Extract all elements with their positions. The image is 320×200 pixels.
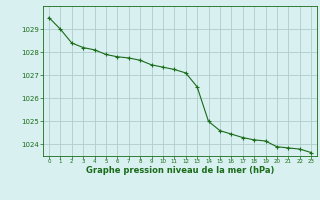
X-axis label: Graphe pression niveau de la mer (hPa): Graphe pression niveau de la mer (hPa) [86,166,274,175]
